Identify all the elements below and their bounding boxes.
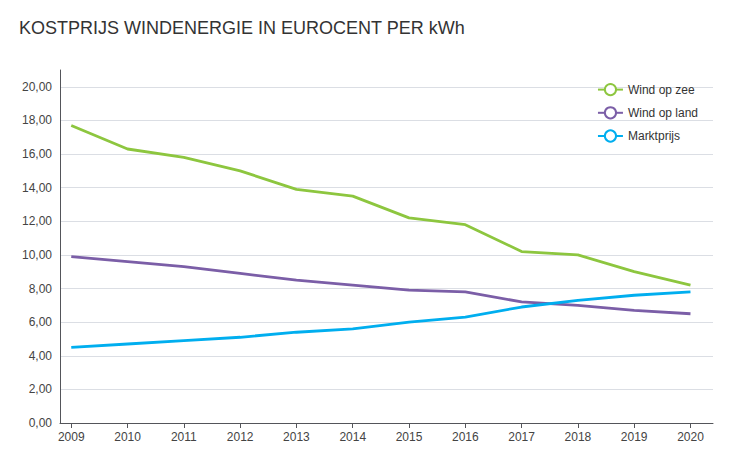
- svg-text:2017: 2017: [508, 430, 535, 444]
- svg-text:10,00: 10,00: [22, 248, 52, 262]
- svg-text:12,00: 12,00: [22, 214, 52, 228]
- svg-text:2010: 2010: [114, 430, 141, 444]
- svg-text:16,00: 16,00: [22, 147, 52, 161]
- svg-text:2019: 2019: [621, 430, 648, 444]
- svg-text:8,00: 8,00: [29, 282, 53, 296]
- svg-text:2013: 2013: [283, 430, 310, 444]
- svg-text:20,00: 20,00: [22, 80, 52, 94]
- svg-text:Wind op land: Wind op land: [628, 106, 698, 120]
- svg-text:2020: 2020: [677, 430, 704, 444]
- svg-text:Marktprijs: Marktprijs: [628, 129, 680, 143]
- svg-text:2011: 2011: [171, 430, 197, 444]
- svg-text:2009: 2009: [58, 430, 85, 444]
- svg-text:2014: 2014: [339, 430, 366, 444]
- svg-text:2018: 2018: [565, 430, 592, 444]
- svg-text:2,00: 2,00: [29, 382, 53, 396]
- svg-text:2012: 2012: [227, 430, 254, 444]
- svg-text:6,00: 6,00: [29, 315, 53, 329]
- svg-text:KOSTPRIJS WINDENERGIE IN EUROC: KOSTPRIJS WINDENERGIE IN EUROCENT PER kW…: [19, 18, 465, 38]
- svg-text:18,00: 18,00: [22, 113, 52, 127]
- svg-text:4,00: 4,00: [29, 349, 53, 363]
- svg-text:14,00: 14,00: [22, 181, 52, 195]
- svg-text:2016: 2016: [452, 430, 479, 444]
- svg-text:Wind op zee: Wind op zee: [628, 83, 695, 97]
- svg-text:2015: 2015: [396, 430, 423, 444]
- svg-text:0,00: 0,00: [29, 416, 53, 430]
